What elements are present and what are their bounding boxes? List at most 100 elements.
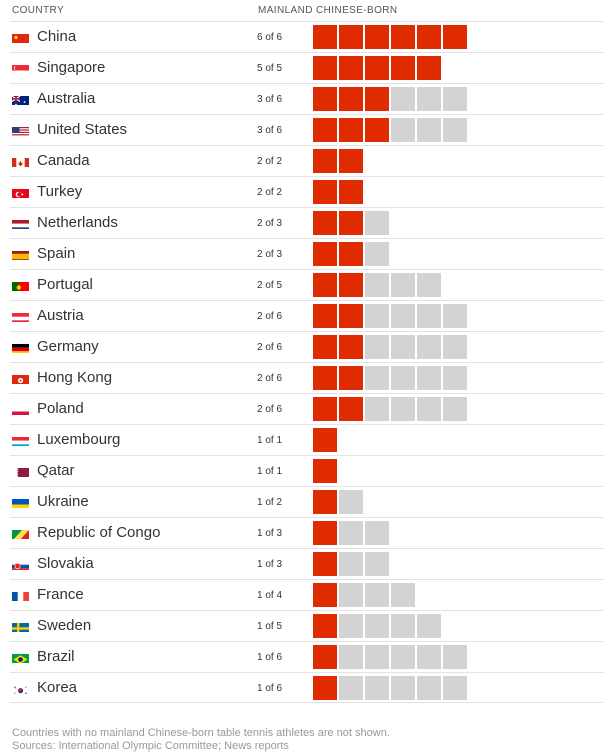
other-athlete-square [443, 87, 467, 111]
table-row: Germany 2 of 6 [10, 331, 604, 362]
other-athlete-square [391, 614, 415, 638]
mainland-born-square [313, 180, 337, 204]
other-athlete-square [365, 366, 389, 390]
other-athlete-square [365, 335, 389, 359]
table-row: France 1 of 4 [10, 579, 604, 610]
mainland-born-square [339, 180, 363, 204]
other-athlete-square [365, 304, 389, 328]
hong-kong-flag-icon [12, 373, 29, 384]
mainland-born-square [313, 614, 337, 638]
mainland-born-square [339, 118, 363, 142]
other-athlete-square [391, 583, 415, 607]
other-athlete-square [365, 273, 389, 297]
mainland-born-square [391, 56, 415, 80]
count-label: 1 of 6 [257, 683, 283, 694]
mainland-born-square [339, 335, 363, 359]
mainland-born-square [313, 428, 337, 452]
germany-flag-icon [12, 342, 29, 353]
table-row: Turkey 2 of 2 [10, 176, 604, 207]
mainland-born-square [313, 118, 337, 142]
mainland-born-square [313, 273, 337, 297]
other-athlete-square [391, 645, 415, 669]
country-name: Qatar [37, 462, 75, 479]
country-name: Slovakia [37, 555, 94, 572]
other-athlete-square [365, 552, 389, 576]
austria-flag-icon [12, 311, 29, 322]
korea-flag-icon [12, 683, 29, 694]
republic-of-congo-flag-icon [12, 528, 29, 539]
mainland-born-square [339, 56, 363, 80]
mainland-born-square [365, 118, 389, 142]
count-label: 1 of 6 [257, 652, 283, 663]
other-athlete-square [443, 335, 467, 359]
country-name: Portugal [37, 276, 93, 293]
turkey-flag-icon [12, 187, 29, 198]
other-athlete-square [391, 118, 415, 142]
country-name: Australia [37, 90, 96, 107]
mainland-born-square [417, 56, 441, 80]
other-athlete-square [443, 118, 467, 142]
other-athlete-square [365, 676, 389, 700]
other-athlete-square [417, 273, 441, 297]
footer-note: Countries with no mainland Chinese-born … [12, 727, 390, 739]
canada-flag-icon [12, 156, 29, 167]
country-name: Ukraine [37, 493, 89, 510]
other-athlete-square [339, 583, 363, 607]
mainland-born-square [339, 304, 363, 328]
mainland-born-square [313, 645, 337, 669]
other-athlete-square [339, 521, 363, 545]
other-athlete-square [365, 521, 389, 545]
mainland-born-square [313, 676, 337, 700]
mainland-born-square [339, 211, 363, 235]
other-athlete-square [391, 335, 415, 359]
other-athlete-square [391, 87, 415, 111]
other-athlete-square [365, 242, 389, 266]
count-label: 2 of 6 [257, 311, 283, 322]
other-athlete-square [443, 676, 467, 700]
other-athlete-square [443, 366, 467, 390]
footer-sources: Sources: International Olympic Committee… [12, 740, 289, 752]
china-flag-icon [12, 32, 29, 43]
other-athlete-square [443, 645, 467, 669]
count-label: 1 of 3 [257, 528, 283, 539]
other-athlete-square [417, 676, 441, 700]
country-name: Hong Kong [37, 369, 113, 386]
other-athlete-square [391, 366, 415, 390]
other-athlete-square [417, 304, 441, 328]
other-athlete-square [339, 490, 363, 514]
other-athlete-square [417, 335, 441, 359]
mainland-born-square [313, 583, 337, 607]
slovakia-flag-icon [12, 559, 29, 570]
brazil-flag-icon [12, 652, 29, 663]
count-label: 3 of 6 [257, 125, 283, 136]
table-row: Portugal 2 of 5 [10, 269, 604, 300]
table-row: Spain 2 of 3 [10, 238, 604, 269]
country-name: Luxembourg [37, 431, 121, 448]
country-name: Germany [37, 338, 99, 355]
count-label: 2 of 6 [257, 404, 283, 415]
country-name: Poland [37, 400, 84, 417]
other-athlete-square [365, 583, 389, 607]
mainland-chinese-born-column-header: MAINLAND CHINESE-BORN [258, 5, 398, 16]
other-athlete-square [365, 645, 389, 669]
other-athlete-square [417, 645, 441, 669]
other-athlete-square [339, 645, 363, 669]
count-label: 5 of 5 [257, 63, 283, 74]
table-row: Australia 3 of 6 [10, 83, 604, 114]
mainland-born-square [313, 552, 337, 576]
other-athlete-square [443, 397, 467, 421]
mainland-born-square [313, 56, 337, 80]
mainland-born-square [365, 25, 389, 49]
country-name: Republic of Congo [37, 524, 161, 541]
france-flag-icon [12, 590, 29, 601]
country-name: Turkey [37, 183, 83, 200]
united-states-flag-icon [12, 125, 29, 136]
other-athlete-square [391, 397, 415, 421]
mainland-born-square [313, 149, 337, 173]
mainland-born-square [365, 56, 389, 80]
mainland-born-square [313, 366, 337, 390]
country-name: China [37, 28, 77, 45]
netherlands-flag-icon [12, 218, 29, 229]
poland-flag-icon [12, 404, 29, 415]
